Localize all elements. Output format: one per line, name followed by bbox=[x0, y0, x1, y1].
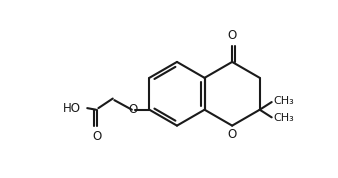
Text: CH₃: CH₃ bbox=[273, 96, 294, 106]
Text: O: O bbox=[227, 128, 237, 141]
Text: O: O bbox=[92, 130, 101, 143]
Text: O: O bbox=[227, 29, 237, 42]
Text: HO: HO bbox=[63, 102, 81, 115]
Text: O: O bbox=[129, 103, 138, 116]
Text: CH₃: CH₃ bbox=[273, 113, 294, 124]
